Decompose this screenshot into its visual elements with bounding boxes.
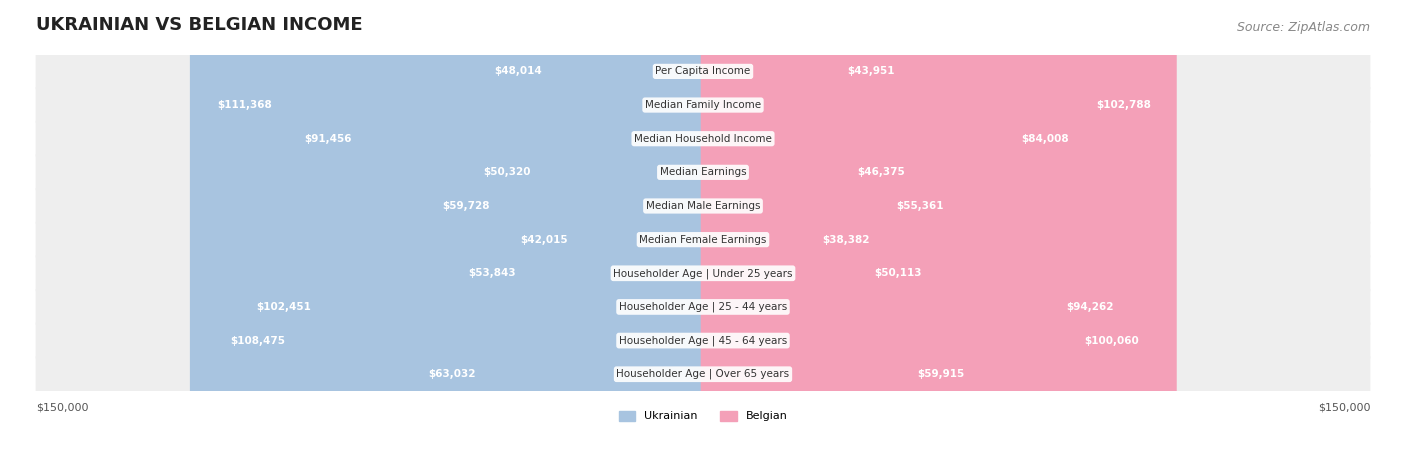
Text: $84,008: $84,008: [1021, 134, 1069, 144]
Text: $111,368: $111,368: [218, 100, 273, 110]
Text: $55,361: $55,361: [897, 201, 945, 211]
FancyBboxPatch shape: [700, 0, 935, 467]
Text: $150,000: $150,000: [1317, 403, 1371, 413]
Text: $94,262: $94,262: [1066, 302, 1114, 312]
FancyBboxPatch shape: [190, 0, 706, 467]
Text: Per Capita Income: Per Capita Income: [655, 66, 751, 77]
FancyBboxPatch shape: [35, 255, 1371, 291]
FancyBboxPatch shape: [700, 0, 1137, 467]
FancyBboxPatch shape: [481, 0, 706, 467]
FancyBboxPatch shape: [35, 87, 1371, 123]
Text: $102,788: $102,788: [1097, 100, 1152, 110]
FancyBboxPatch shape: [35, 188, 1371, 224]
FancyBboxPatch shape: [454, 0, 706, 467]
Text: $59,915: $59,915: [917, 369, 965, 379]
Text: $150,000: $150,000: [35, 403, 89, 413]
FancyBboxPatch shape: [700, 0, 959, 467]
FancyBboxPatch shape: [508, 0, 706, 467]
Text: $59,728: $59,728: [443, 201, 491, 211]
FancyBboxPatch shape: [204, 0, 706, 467]
Text: Median Earnings: Median Earnings: [659, 167, 747, 177]
FancyBboxPatch shape: [700, 0, 918, 467]
Text: Householder Age | 25 - 44 years: Householder Age | 25 - 44 years: [619, 302, 787, 312]
FancyBboxPatch shape: [700, 0, 980, 467]
FancyBboxPatch shape: [427, 0, 706, 467]
FancyBboxPatch shape: [700, 0, 1091, 467]
FancyBboxPatch shape: [700, 0, 1164, 467]
FancyBboxPatch shape: [35, 289, 1371, 325]
Text: $50,320: $50,320: [484, 167, 531, 177]
FancyBboxPatch shape: [35, 222, 1371, 258]
FancyBboxPatch shape: [35, 121, 1371, 156]
FancyBboxPatch shape: [35, 356, 1371, 392]
Text: $53,843: $53,843: [468, 268, 516, 278]
FancyBboxPatch shape: [700, 0, 907, 467]
FancyBboxPatch shape: [281, 0, 706, 467]
Text: Householder Age | 45 - 64 years: Householder Age | 45 - 64 years: [619, 335, 787, 346]
FancyBboxPatch shape: [35, 323, 1371, 359]
Text: Source: ZipAtlas.com: Source: ZipAtlas.com: [1237, 21, 1371, 35]
FancyBboxPatch shape: [700, 0, 882, 467]
FancyBboxPatch shape: [470, 0, 706, 467]
Text: $63,032: $63,032: [429, 369, 475, 379]
Text: $50,113: $50,113: [875, 268, 921, 278]
Text: Median Male Earnings: Median Male Earnings: [645, 201, 761, 211]
Text: $38,382: $38,382: [823, 234, 870, 245]
Text: $100,060: $100,060: [1084, 336, 1139, 346]
Text: Householder Age | Under 25 years: Householder Age | Under 25 years: [613, 268, 793, 278]
Text: Median Female Earnings: Median Female Earnings: [640, 234, 766, 245]
Text: $91,456: $91,456: [305, 134, 352, 144]
Text: Median Family Income: Median Family Income: [645, 100, 761, 110]
Text: Median Household Income: Median Household Income: [634, 134, 772, 144]
FancyBboxPatch shape: [412, 0, 706, 467]
Legend: Ukrainian, Belgian: Ukrainian, Belgian: [614, 406, 792, 426]
Text: $108,475: $108,475: [231, 336, 285, 346]
Text: $48,014: $48,014: [494, 66, 541, 77]
Text: $102,451: $102,451: [256, 302, 312, 312]
Text: $42,015: $42,015: [520, 234, 568, 245]
Text: $46,375: $46,375: [858, 167, 905, 177]
Text: Householder Age | Over 65 years: Householder Age | Over 65 years: [616, 369, 790, 380]
FancyBboxPatch shape: [231, 0, 706, 467]
FancyBboxPatch shape: [35, 155, 1371, 190]
FancyBboxPatch shape: [35, 54, 1371, 89]
FancyBboxPatch shape: [700, 0, 1177, 467]
Text: UKRAINIAN VS BELGIAN INCOME: UKRAINIAN VS BELGIAN INCOME: [35, 16, 363, 35]
Text: $43,951: $43,951: [846, 66, 894, 77]
